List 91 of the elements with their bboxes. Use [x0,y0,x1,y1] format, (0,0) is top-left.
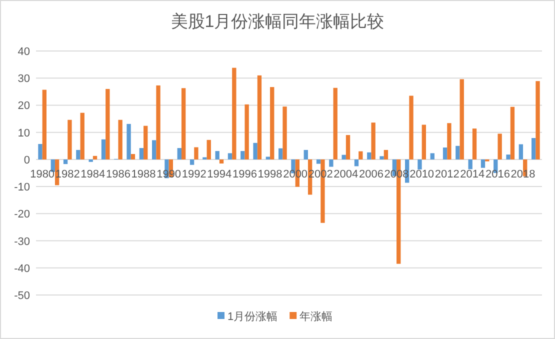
x-tick-label: 1980 [30,168,55,180]
bar [380,156,384,160]
bar [367,152,372,160]
y-tick-label: 30 [18,73,30,86]
bar [240,151,245,160]
y-tick-label: -50 [14,290,30,302]
x-tick-label: 2018 [510,168,536,180]
bar [536,81,540,160]
bar [518,144,524,160]
x-tick-label: 2016 [485,168,510,180]
bar [228,153,232,160]
bar [68,120,72,160]
bar [253,142,258,160]
bar [510,106,515,160]
y-tick-label: 10 [18,127,30,140]
bar [442,148,448,160]
x-tick-label: 2010 [410,168,434,180]
bar [181,88,186,160]
bar [215,151,220,160]
bar [468,159,472,170]
bar [266,156,270,160]
bar [80,112,84,160]
bar [270,87,274,160]
x-tick-label: 1984 [80,168,106,180]
x-tick-label: 2014 [460,168,485,180]
legend-label: 年涨幅 [300,311,333,323]
bar [88,159,93,162]
bar [118,120,122,160]
bar [418,159,422,170]
bar [139,148,144,160]
bar [219,159,224,164]
bar [422,124,426,160]
x-tick-label: 1998 [258,168,282,180]
chart-title: 美股1月份涨幅同年涨幅比较 [170,12,384,31]
bar [371,122,376,160]
x-tick-label: 1986 [106,168,130,180]
y-tick-label: -30 [14,236,30,248]
y-tick-label: -40 [14,262,30,275]
bar [177,148,182,160]
bar [126,124,131,160]
bar [194,147,198,160]
bar [316,159,321,164]
x-tick-label: 1996 [232,168,257,180]
bar [354,159,359,166]
y-tick-label: -20 [14,208,30,221]
x-tick-label: 2012 [434,168,460,180]
bar [144,126,148,160]
bar [206,140,211,160]
bar [42,90,46,160]
bar [342,154,346,160]
bar [257,75,262,160]
bar [329,159,334,167]
bar [92,156,98,160]
bar [282,106,287,160]
bar [447,123,452,160]
y-tick-label: -10 [14,182,30,194]
x-tick-label: 1994 [207,168,232,180]
x-tick-label: 2004 [334,168,358,180]
bar [63,159,68,164]
bar [472,128,477,160]
bar [532,138,536,160]
legend-label: 1月份涨幅 [228,311,278,323]
bar [278,148,283,160]
x-tick-label: 2006 [358,168,384,180]
bar [130,154,136,160]
x-tick-label: 1988 [131,168,156,180]
bar [38,144,42,160]
y-tick-label: 20 [18,100,30,112]
bar [346,135,350,160]
bar [480,159,486,168]
bar [358,151,363,160]
bar [244,104,249,160]
bar [333,88,338,160]
bar [456,146,460,160]
bar [76,150,80,160]
bar [430,153,434,160]
bar [460,79,464,160]
y-tick-label: 0 [24,154,30,166]
bar [101,139,106,160]
bar [384,150,388,160]
bar [304,150,308,160]
bar [409,96,414,160]
bar [232,68,236,160]
bar [152,140,156,160]
bar [156,85,160,160]
x-tick-label: 1992 [182,168,206,180]
bar [106,88,110,160]
y-tick-label: 40 [18,46,30,58]
bar [190,159,194,165]
bar [498,134,502,160]
bar [506,154,510,160]
